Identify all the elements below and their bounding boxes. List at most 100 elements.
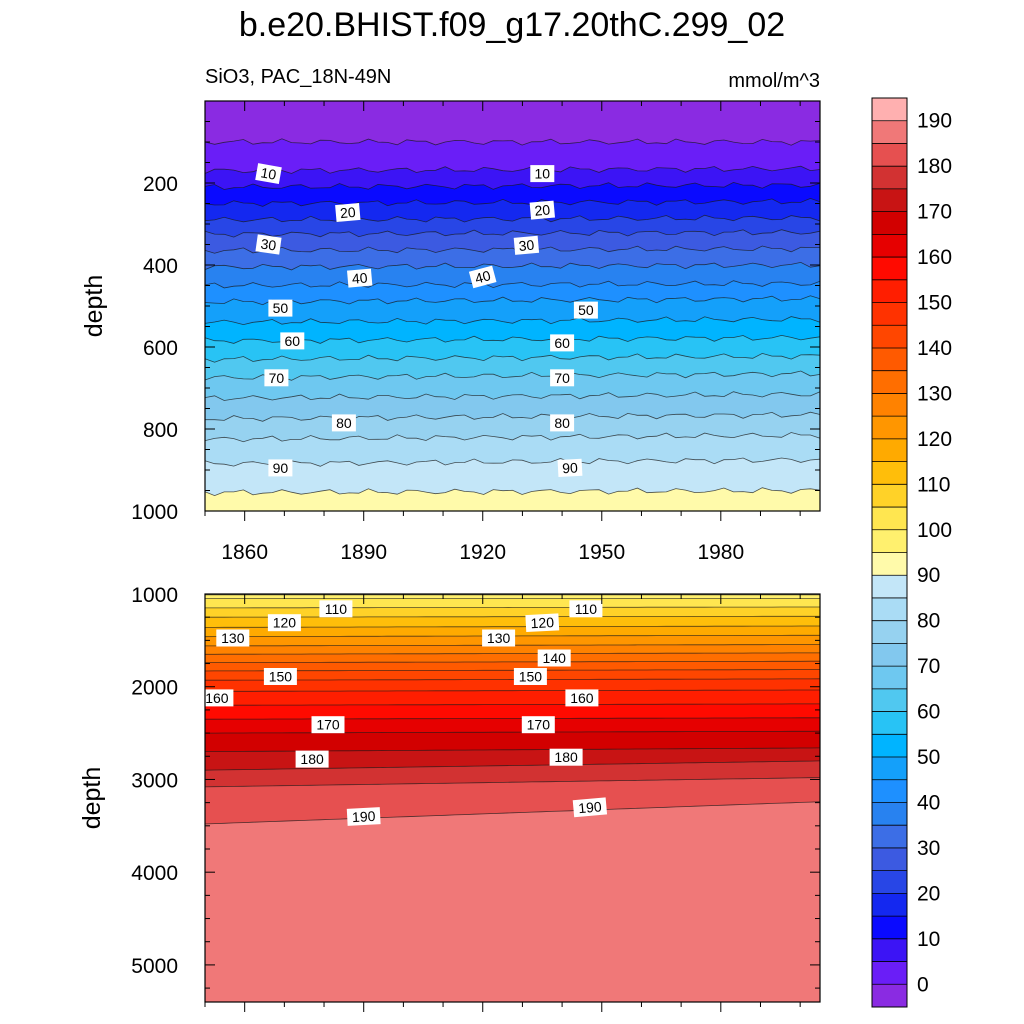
contour-line-5 [204,138,821,146]
upper-panel: 10 10 20 20 30 30 40 40 50 50 60 60 70 70 80 80 90 90 186… [80,100,821,564]
contour-label-text: 60 [554,335,570,351]
colorbar-swatch [872,347,907,371]
contour-line-65 [204,352,821,363]
colorbar-tick-label: 90 [917,564,940,587]
colorbar-swatch [872,825,907,849]
y-tick-label: 800 [143,419,178,442]
colorbar-swatch [872,666,907,690]
contour-label-text: 70 [269,370,285,386]
colorbar: 0 10 20 30 40 50 60 70 80 90 100 110 120 130 140 150 160… [871,97,952,1008]
contour-label-bg [255,163,282,185]
contour-label-bg [550,369,575,387]
colorbar-swatch [872,938,907,962]
colorbar-swatch [872,620,907,644]
contour-label-text: 140 [543,650,567,666]
contour-line-90 [204,457,821,467]
colorbar-tick-label: 140 [917,337,952,360]
colorbar-swatch [872,802,907,826]
contour-line-85 [204,432,821,443]
contour-label-bg [311,716,345,734]
contour-label-text: 80 [336,415,352,431]
colorbar-swatch [872,779,907,803]
colorbar-swatch [872,870,907,894]
contour-label-text: 120 [273,615,297,631]
colorbar-swatch [872,234,907,258]
contour-label: 70 [550,369,575,387]
contour-label-bg [331,414,356,432]
lower-ylabel: depth [78,767,106,830]
contour-label-text: 20 [339,204,356,221]
contour-label: 70 [264,369,289,387]
contour-label: 130 [482,629,516,647]
colorbar-swatch [872,507,907,531]
contour-line-70 [204,370,821,381]
upper-panel-axes: 1860 1890 1920 1950 1980 200 400 600 800 1000 [131,100,820,564]
upper-panel-contour-labels: 10 10 20 20 30 30 40 40 50 50 60 60 70 70 80 80 90 90 [255,163,598,478]
contour-label-bg [268,299,293,317]
contour-label: 180 [549,748,583,766]
contour-label: 30 [255,234,282,255]
contour-label: 40 [347,268,373,288]
colorbar-swatch [872,484,907,508]
contour-line-10 [204,165,821,174]
contour-label-text: 10 [535,166,551,182]
contour-line-50 [204,295,821,306]
contour-label: 170 [311,716,345,734]
y-tick-label: 3000 [131,769,178,792]
contour-label: 160 [565,689,599,707]
contour-label: 150 [263,668,297,685]
colorbar-swatch [872,325,907,349]
colorbar-swatch [872,597,907,621]
contour-label: 80 [550,414,575,432]
contour-label-bg [347,268,373,288]
contour-line-145 [204,669,820,672]
colorbar-tick-label: 150 [917,292,952,315]
colorbar-swatch [872,643,907,667]
contour-label-bg [216,629,250,647]
colorbar-swatch [872,120,907,144]
contour-label-bg [264,369,289,387]
contour-label-bg [530,165,555,183]
contour-label-text: 180 [300,751,324,767]
contour-label-bg [557,458,583,478]
colorbar-tick-label: 110 [917,473,950,496]
contour-label: 10 [255,163,282,185]
colorbar-tick-label: 30 [917,837,940,860]
contour-label-text: 30 [260,235,278,253]
colorbar-swatch [872,461,907,485]
contour-label-bg [268,459,293,477]
contour-label: 150 [513,668,547,685]
colorbar-swatch [872,529,907,553]
colorbar-tick-label: 160 [917,246,952,269]
upper-ylabel: depth [80,275,108,338]
contour-label-bg [513,235,540,255]
contour-label-text: 120 [530,614,554,631]
contour-label-text: 190 [352,808,376,825]
contour-label-text: 180 [554,749,578,765]
lower-panel-fill [205,594,820,1002]
colorbar-frame [871,97,908,1008]
contour-label-text: 150 [519,669,543,685]
contour-label: 120 [525,613,560,633]
contour-label-bg [267,614,301,632]
contour-label: 50 [268,299,293,317]
contour-line-15 [204,181,821,190]
contour-label-text: 150 [269,669,293,685]
contour-label: 90 [268,459,293,477]
colorbar-swatch [872,916,907,940]
contour-label-bg [569,600,603,618]
contour-line-80 [205,411,821,422]
contour-label: 80 [331,414,356,432]
contour-label-bg [572,797,608,818]
contour-label-bg [565,689,599,707]
colorbar-swatch [872,393,907,417]
contour-label-bg [549,748,583,766]
contour-label-text: 50 [273,300,289,316]
contour-line-155 [204,689,820,692]
colorbar-tick-label: 20 [917,882,940,905]
contour-label-text: 10 [259,164,277,182]
colorbar-swatch [872,98,907,122]
contour-label-text: 70 [554,370,570,386]
contour-label-text: 30 [518,237,535,254]
